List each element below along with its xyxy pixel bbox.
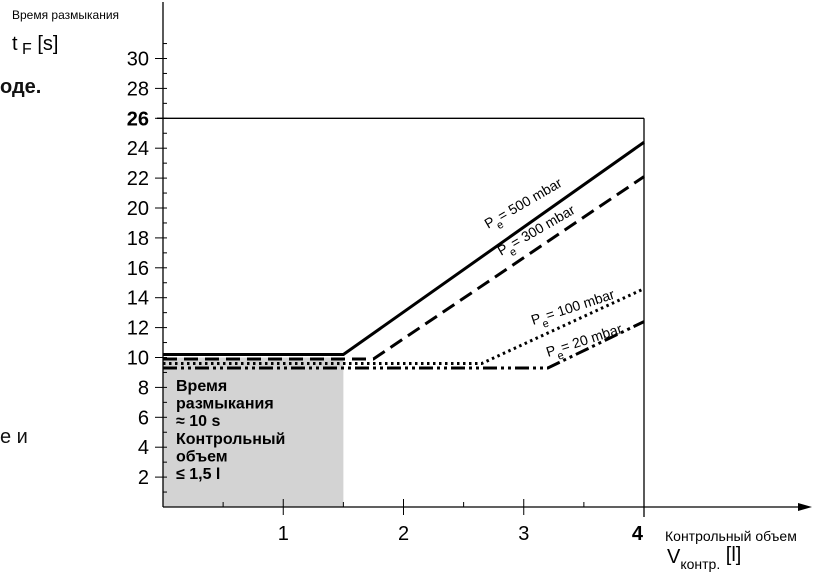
x-axis-arrow: [798, 503, 812, 511]
box-text-line: ≈ 10 s: [176, 413, 220, 430]
series-line-3: [163, 320, 645, 370]
series-line-0: [163, 140, 645, 357]
y-tick-label: 22: [127, 168, 149, 190]
y-tick-label: 26: [127, 108, 149, 130]
y-tick-label: 10: [127, 348, 149, 370]
box-text-line: Время: [176, 378, 227, 395]
y-axis-symbol: t F [s]: [12, 33, 58, 58]
x-axis-title: Контрольный объем: [665, 528, 797, 544]
y-tick-label: 30: [127, 49, 149, 71]
box-text-line: Контрольный: [176, 431, 285, 448]
series-line-2: [163, 287, 645, 365]
x-tick-label: 2: [398, 523, 409, 545]
y-tick-label: 24: [127, 138, 149, 160]
series-label-3: Pe= 20 mbar: [544, 320, 626, 365]
x-tick-label: 4: [632, 523, 644, 545]
box-text-line: ≤ 1,5 l: [176, 466, 220, 483]
y-tick-label: 4: [138, 437, 149, 459]
left-text-fragment-1: оде.: [0, 76, 42, 98]
y-tick-label: 14: [127, 288, 149, 310]
y-tick-label: 20: [127, 198, 149, 220]
y-tick-label: 18: [127, 228, 149, 250]
y-axis-title: Время размыкания: [12, 8, 119, 22]
left-text-fragment-2: е и: [0, 426, 28, 448]
series-line-1: [163, 175, 645, 361]
box-text-line: объем: [176, 448, 228, 465]
box-text-line: размыкания: [176, 396, 274, 413]
y-tick-label: 8: [138, 377, 149, 399]
y-tick-label: 6: [138, 407, 149, 429]
x-tick-label: 3: [518, 523, 529, 545]
y-tick-label: 28: [127, 78, 149, 100]
highlight-box: [163, 357, 344, 507]
y-tick-label: 12: [127, 318, 149, 340]
y-tick-label: 16: [127, 258, 149, 280]
x-tick-label: 1: [278, 523, 289, 545]
y-tick-label: 2: [138, 467, 149, 489]
x-axis-symbol: Vконтр. [l]: [667, 544, 741, 572]
